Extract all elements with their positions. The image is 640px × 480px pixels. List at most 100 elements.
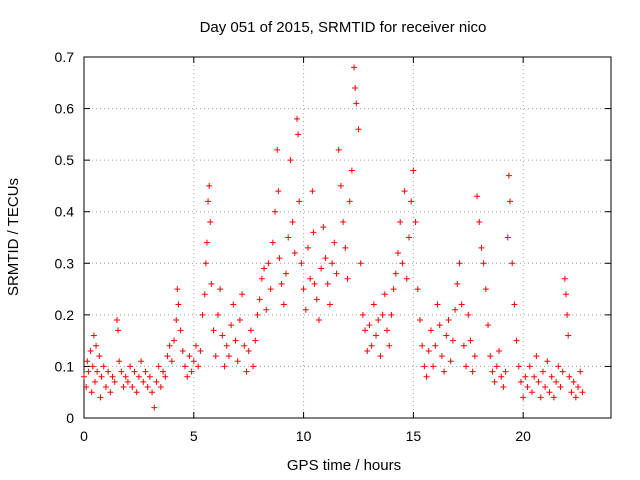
data-point: [100, 363, 107, 370]
data-point: [302, 306, 309, 313]
data-point: [89, 363, 96, 370]
data-point: [322, 255, 329, 262]
y-tick-label: 0.5: [55, 152, 75, 168]
y-axis-title: SRMTID / TECUs: [5, 178, 22, 296]
data-point: [263, 306, 270, 313]
data-point: [111, 378, 118, 385]
data-point: [517, 378, 524, 385]
data-point: [401, 188, 408, 195]
x-tick-labels: 0 5 10 15 20: [80, 428, 531, 444]
data-point: [241, 342, 248, 349]
data-point: [388, 311, 395, 318]
data-point: [427, 327, 434, 334]
data-point: [557, 384, 564, 391]
data-point: [144, 384, 151, 391]
data-point: [140, 378, 147, 385]
data-point: [520, 394, 527, 401]
data-point: [399, 260, 406, 267]
data-point: [458, 301, 465, 308]
data-point: [362, 327, 369, 334]
data-point: [177, 327, 184, 334]
data-point: [269, 239, 276, 246]
data-point: [329, 260, 336, 267]
data-point: [300, 286, 307, 293]
data-point: [430, 363, 437, 370]
grid: [84, 57, 611, 418]
data-point: [217, 286, 224, 293]
data-point: [313, 296, 320, 303]
data-point: [335, 146, 342, 153]
data-point: [245, 347, 252, 354]
data-point: [443, 332, 450, 339]
data-point: [202, 260, 209, 267]
data-point: [522, 373, 529, 380]
data-point: [381, 291, 388, 298]
data-point: [272, 208, 279, 215]
data-point: [84, 358, 91, 365]
data-point: [127, 363, 134, 370]
data-point: [509, 260, 516, 267]
data-point: [331, 239, 338, 246]
data-point: [496, 347, 503, 354]
data-point: [293, 115, 300, 122]
data-point: [155, 363, 162, 370]
data-point: [326, 301, 333, 308]
data-point: [535, 378, 542, 385]
data-point: [96, 353, 103, 360]
data-point: [93, 342, 100, 349]
data-point: [88, 389, 95, 396]
y-tick-label: 0.7: [55, 49, 75, 65]
data-point: [357, 260, 364, 267]
data-point: [562, 291, 569, 298]
data-point: [160, 368, 167, 375]
data-point: [320, 224, 327, 231]
data-point: [445, 317, 452, 324]
data-point: [197, 347, 204, 354]
data-point: [122, 373, 129, 380]
x-axis-title: GPS time / hours: [287, 457, 401, 474]
data-point: [205, 198, 212, 205]
x-tick-label: 10: [296, 428, 312, 444]
data-point: [188, 368, 195, 375]
data-point: [250, 363, 257, 370]
data-point: [348, 167, 355, 174]
data-point: [174, 286, 181, 293]
data-point: [471, 353, 478, 360]
data-point: [397, 219, 404, 226]
data-point: [344, 275, 351, 282]
data-point: [287, 157, 294, 164]
data-point: [135, 373, 142, 380]
data-point: [221, 363, 228, 370]
x-tick-label: 20: [515, 428, 531, 444]
data-point: [566, 373, 573, 380]
data-point: [548, 373, 555, 380]
data-point: [94, 368, 101, 375]
data-point: [414, 286, 421, 293]
data-point: [533, 353, 540, 360]
data-point: [500, 384, 507, 391]
y-tick-label: 0: [66, 410, 74, 426]
data-point: [210, 327, 217, 334]
data-point: [546, 389, 553, 396]
data-point: [465, 311, 472, 318]
data-point: [133, 389, 140, 396]
data-point: [408, 198, 415, 205]
data-point: [212, 353, 219, 360]
data-point: [146, 373, 153, 380]
data-point: [102, 384, 109, 391]
data-point: [201, 291, 208, 298]
data-point: [267, 286, 274, 293]
data-point: [395, 249, 402, 256]
data-point: [149, 389, 156, 396]
data-point: [463, 363, 470, 370]
data-point: [225, 353, 232, 360]
data-point: [324, 280, 331, 287]
data-point: [206, 182, 213, 189]
data-point: [542, 384, 549, 391]
data-point: [98, 373, 105, 380]
data-point: [182, 363, 189, 370]
data-point: [359, 311, 366, 318]
data-point: [247, 327, 254, 334]
data-point: [384, 327, 391, 334]
plot-frame: [83, 56, 612, 419]
